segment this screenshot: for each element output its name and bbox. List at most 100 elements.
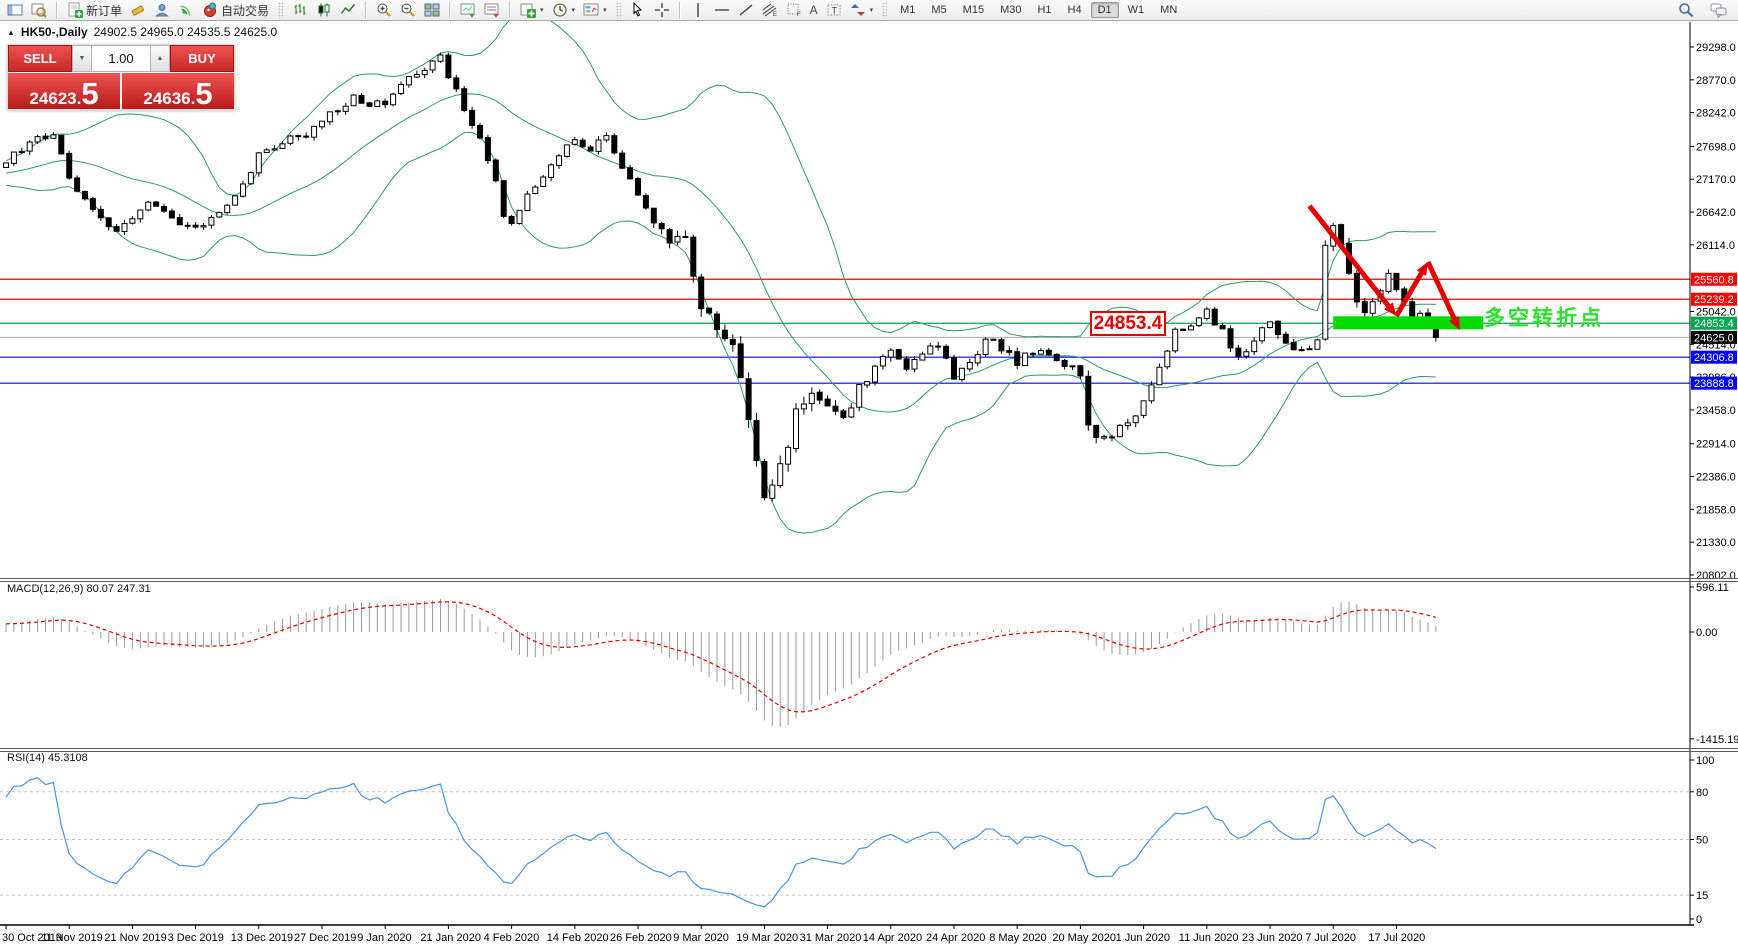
bid-price[interactable]: 24623. 5: [8, 73, 120, 109]
volume-input[interactable]: 1.00: [92, 45, 150, 72]
search-icon[interactable]: [1674, 0, 1698, 20]
svg-text:21 Nov 2019: 21 Nov 2019: [104, 932, 166, 944]
turning-point-annotation[interactable]: 多空转折点: [1484, 307, 1604, 330]
svg-text:23458.0: 23458.0: [1696, 405, 1736, 417]
timeframe-button-W1[interactable]: W1: [1127, 4, 1145, 16]
autotrading-button[interactable]: 自动交易: [198, 0, 273, 21]
green-highlight-bar[interactable]: [1333, 316, 1484, 330]
volume-increase-button[interactable]: ▲: [150, 45, 170, 72]
tile-windows-icon[interactable]: [420, 0, 444, 20]
main-toolbar: 新订单 自动交易 ▾ ▾: [0, 0, 1738, 21]
svg-text:T: T: [831, 6, 837, 16]
toolbar-drag-handle[interactable]: [278, 2, 284, 18]
svg-text:28242.0: 28242.0: [1696, 108, 1736, 120]
chevron-down-icon: ▾: [571, 7, 576, 14]
timeframe-button-MN[interactable]: MN: [1160, 4, 1178, 16]
timeframe-button-D1[interactable]: D1: [1090, 2, 1119, 18]
svg-text:29298.0: 29298.0: [1696, 42, 1736, 54]
new-chart-icon[interactable]: ▾: [516, 0, 548, 20]
svg-text:27 Dec 2019: 27 Dec 2019: [294, 932, 356, 944]
toolbar-drag-handle[interactable]: [882, 2, 888, 18]
trendline-tool-icon[interactable]: [734, 0, 758, 20]
crosshair-tool-icon[interactable]: [650, 0, 674, 20]
buy-button[interactable]: BUY: [170, 45, 234, 72]
one-click-trading-panel: SELL ▼ 1.00 ▲ BUY 24623. 5 24636. 5: [7, 44, 235, 110]
toolbar-separator: [509, 2, 512, 18]
new-order-button[interactable]: 新订单: [63, 0, 126, 21]
bar-chart-mode-icon[interactable]: [288, 0, 312, 20]
toolbar-drag-handle[interactable]: [615, 2, 621, 18]
period-clock-icon[interactable]: ▾: [548, 0, 580, 20]
timeframe-button-H4[interactable]: H4: [1067, 4, 1082, 16]
horizontal-line-tool-icon[interactable]: [710, 0, 734, 20]
arrows-tool-icon[interactable]: ▾: [846, 0, 878, 20]
svg-text:F: F: [797, 12, 801, 18]
pane-frames: [0, 22, 1738, 926]
svg-text:25239.2: 25239.2: [1694, 294, 1734, 306]
candlestick-series: [3, 52, 1439, 502]
svg-text:30 Oct 2019: 30 Oct 2019: [2, 932, 62, 944]
timeframe-button-M30[interactable]: M30: [1000, 4, 1022, 16]
svg-text:0.00: 0.00: [1696, 627, 1717, 639]
ohlc-values: 24902.5 24965.0 24535.5 24625.0: [93, 25, 278, 39]
chevron-down-icon: ▾: [603, 7, 607, 14]
svg-text:11 Nov 2019: 11 Nov 2019: [41, 932, 103, 944]
publisher-icon[interactable]: [150, 0, 174, 20]
bid-dot: .: [76, 89, 82, 108]
chat-icon[interactable]: [1706, 0, 1732, 20]
timeframe-button-M15[interactable]: M15: [962, 4, 985, 16]
svg-text:22914.0: 22914.0: [1696, 439, 1736, 451]
chart-title: ▲ HK50-,Daily 24902.5 24965.0 24535.5 24…: [7, 25, 277, 39]
cursor-tool-icon[interactable]: [626, 0, 650, 20]
svg-text:27698.0: 27698.0: [1696, 141, 1736, 153]
timeframe-button-H1[interactable]: H1: [1037, 4, 1052, 16]
symbol-period: HK50-,Daily: [20, 25, 88, 39]
text-tool-icon[interactable]: A: [809, 3, 818, 17]
bollinger-middle: [5, 93, 1436, 413]
candlestick-mode-icon[interactable]: [312, 0, 336, 20]
price-axis: 29298.0 28770.0 28242.0 27698.0 27170.0 26642…: [1690, 42, 1737, 582]
zoom-out-icon[interactable]: [396, 0, 420, 20]
templates-icon[interactable]: [480, 0, 504, 20]
period-bars-icon[interactable]: [456, 0, 480, 20]
svg-text:14 Feb 2020: 14 Feb 2020: [547, 932, 609, 944]
text-label-tool-icon[interactable]: T: [822, 0, 846, 20]
fibonacci-tool-icon[interactable]: E: [758, 0, 782, 20]
svg-text:8 May 2020: 8 May 2020: [989, 932, 1046, 944]
svg-text:20 May 2020: 20 May 2020: [1052, 932, 1116, 944]
sell-button[interactable]: SELL: [8, 45, 72, 72]
svg-text:14 Apr 2020: 14 Apr 2020: [863, 932, 922, 944]
strategy-tester-icon[interactable]: [27, 0, 51, 20]
signals-icon[interactable]: [174, 0, 198, 20]
zoom-in-icon[interactable]: [372, 0, 396, 20]
svg-text:24853.4: 24853.4: [1694, 318, 1734, 330]
ask-price[interactable]: 24636. 5: [122, 73, 234, 109]
support-level-callout[interactable]: 24853.4: [1090, 311, 1166, 336]
bollinger-lower: [5, 131, 1436, 534]
svg-text:596.11: 596.11: [1696, 582, 1729, 594]
svg-text:21858.0: 21858.0: [1696, 504, 1736, 516]
chart-canvas[interactable]: 29298.0 28770.0 28242.0 27698.0 27170.0 26642…: [0, 21, 1738, 944]
svg-text:27170.0: 27170.0: [1696, 174, 1736, 186]
ask-main: 24636: [143, 89, 191, 108]
svg-text:24625.0: 24625.0: [1694, 332, 1734, 344]
svg-text:21330.0: 21330.0: [1696, 537, 1736, 549]
indicators-list-icon[interactable]: ▾: [579, 0, 611, 20]
macd-indicator-label: MACD(12,26,9) 80.07 247.31: [7, 583, 151, 595]
vertical-line-tool-icon[interactable]: [686, 0, 710, 20]
timeframe-button-M1[interactable]: M1: [900, 4, 916, 16]
ask-frac: 5: [195, 76, 213, 112]
eraser-icon[interactable]: [126, 0, 150, 20]
svg-text:28770.0: 28770.0: [1696, 75, 1736, 87]
svg-text:24 Apr 2020: 24 Apr 2020: [926, 932, 985, 944]
volume-decrease-button[interactable]: ▼: [72, 45, 92, 72]
grid-tool-icon[interactable]: F: [782, 0, 806, 20]
timeframe-button-M5[interactable]: M5: [931, 4, 947, 16]
collapse-marker-icon[interactable]: ▲: [7, 27, 15, 37]
toolbar-separator: [56, 2, 58, 18]
line-chart-mode-icon[interactable]: [336, 0, 360, 20]
svg-text:19 Mar 2020: 19 Mar 2020: [736, 932, 798, 944]
market-watch-icon[interactable]: [3, 0, 27, 20]
trend-arrows: [1307, 204, 1460, 331]
